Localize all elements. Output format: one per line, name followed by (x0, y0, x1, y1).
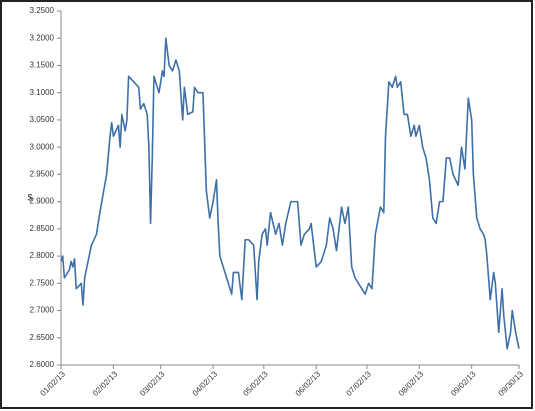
y-tick-label: 3.1000 (30, 88, 55, 97)
y-tick-label: 2.8000 (30, 251, 55, 260)
y-tick-label: 2.6000 (30, 360, 55, 369)
y-axis-label: $ (27, 192, 32, 202)
y-tick-label: 2.7000 (30, 306, 55, 315)
y-tick-label: 2.9500 (30, 169, 55, 178)
y-tick-label: 3.1500 (30, 61, 55, 70)
y-tick-label: 3.0500 (30, 115, 55, 124)
y-tick-label: 3.2500 (30, 6, 55, 15)
y-tick-label: 2.8500 (30, 224, 55, 233)
y-tick-label: 3.2000 (30, 33, 55, 42)
y-tick-label: 3.0000 (30, 142, 55, 151)
y-tick-label: 2.6500 (30, 333, 55, 342)
y-tick-label: 2.9000 (30, 197, 55, 206)
y-tick-label: 2.7500 (30, 278, 55, 287)
price-line (60, 37, 520, 350)
